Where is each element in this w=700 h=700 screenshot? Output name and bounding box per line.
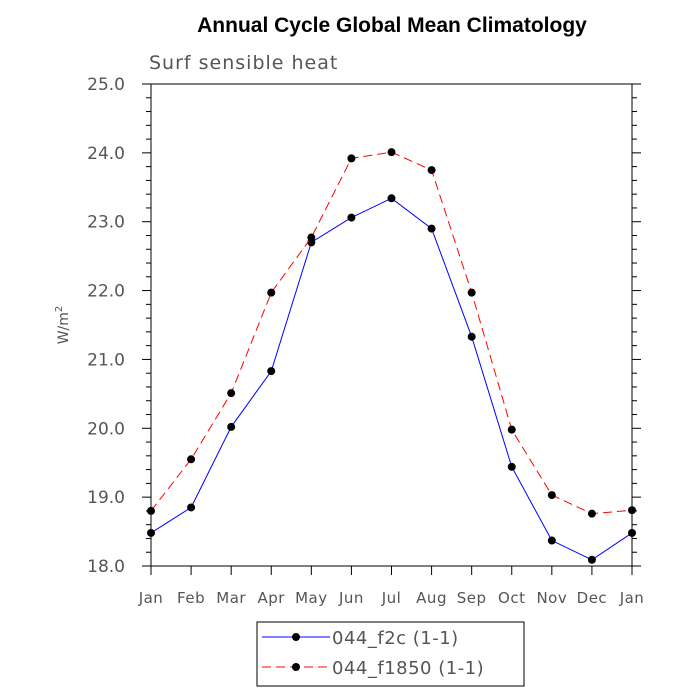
legend-marker bbox=[292, 633, 300, 641]
x-tick-label: Jan bbox=[619, 589, 645, 607]
data-point bbox=[147, 506, 155, 515]
y-tick-label: 24.0 bbox=[87, 144, 125, 164]
legend-item-2: 044_f1850 (1-1) bbox=[262, 658, 484, 679]
data-point bbox=[307, 233, 316, 242]
legend-label: 044_f1850 (1-1) bbox=[332, 658, 484, 679]
axis-ticks: 18.0 19.0 20.0 21.0 22.0 23.0 24.0 25.0 Jan Feb Ma… bbox=[87, 75, 644, 607]
data-point bbox=[628, 506, 636, 515]
plot-frame bbox=[150, 83, 633, 567]
data-point bbox=[147, 528, 155, 537]
data-point bbox=[387, 148, 396, 157]
x-tick-label: Jan bbox=[138, 589, 164, 607]
data-point bbox=[628, 528, 636, 537]
chart-title: Annual Cycle Global Mean Climatology bbox=[197, 14, 587, 37]
x-tick-label: Jun bbox=[338, 589, 364, 607]
data-point bbox=[467, 332, 476, 341]
data-point bbox=[467, 288, 476, 297]
chart-subtitle: Surf sensible heat bbox=[149, 52, 338, 74]
data-point bbox=[547, 491, 556, 500]
y-axis-label: W/m2 bbox=[54, 306, 72, 345]
legend-box bbox=[256, 621, 525, 687]
data-point bbox=[267, 367, 276, 376]
data-point bbox=[427, 166, 436, 175]
y-tick-label: 22.0 bbox=[87, 282, 125, 302]
data-point bbox=[587, 555, 596, 564]
y-tick-label: 23.0 bbox=[87, 213, 125, 233]
series-layer bbox=[147, 148, 636, 564]
data-point bbox=[347, 213, 356, 222]
y-axis-label-unit: W/m bbox=[56, 312, 72, 344]
data-point bbox=[587, 509, 596, 518]
y-tick-label: 19.0 bbox=[87, 488, 125, 508]
y-axis-label-sup: 2 bbox=[54, 306, 65, 312]
x-tick-label: Jul bbox=[381, 589, 402, 607]
x-tick-label: Sep bbox=[457, 589, 487, 607]
data-point bbox=[547, 536, 556, 545]
legend-marker bbox=[292, 663, 300, 671]
y-tick-label: 21.0 bbox=[87, 350, 125, 370]
y-tick-label: 18.0 bbox=[87, 557, 125, 577]
x-tick-label: May bbox=[295, 589, 328, 607]
data-point bbox=[427, 224, 436, 233]
series-2 bbox=[147, 148, 636, 518]
data-point bbox=[507, 425, 516, 434]
y-tick-label: 20.0 bbox=[87, 419, 125, 439]
series-line bbox=[150, 151, 633, 515]
data-point bbox=[347, 154, 356, 163]
y-tick-label: 25.0 bbox=[87, 75, 125, 95]
x-tick-label: Nov bbox=[536, 589, 567, 607]
legend: 044_f2c (1-1) 044_f1850 (1-1) bbox=[256, 621, 525, 687]
x-tick-label: Feb bbox=[177, 589, 205, 607]
data-point bbox=[267, 288, 276, 297]
data-point bbox=[227, 389, 236, 398]
data-point bbox=[227, 422, 236, 431]
x-tick-label: Oct bbox=[498, 589, 525, 607]
data-point bbox=[387, 194, 396, 203]
data-point bbox=[507, 462, 516, 471]
x-tick-label: Mar bbox=[216, 589, 246, 607]
x-tick-label: Aug bbox=[416, 589, 447, 607]
data-point bbox=[187, 455, 196, 464]
x-tick-label: Dec bbox=[577, 589, 608, 607]
series-line bbox=[150, 197, 633, 561]
legend-label: 044_f2c (1-1) bbox=[332, 628, 459, 649]
legend-item-1: 044_f2c (1-1) bbox=[262, 628, 459, 649]
data-point bbox=[187, 503, 196, 512]
x-tick-label: Apr bbox=[258, 589, 286, 607]
series-1 bbox=[147, 194, 636, 564]
